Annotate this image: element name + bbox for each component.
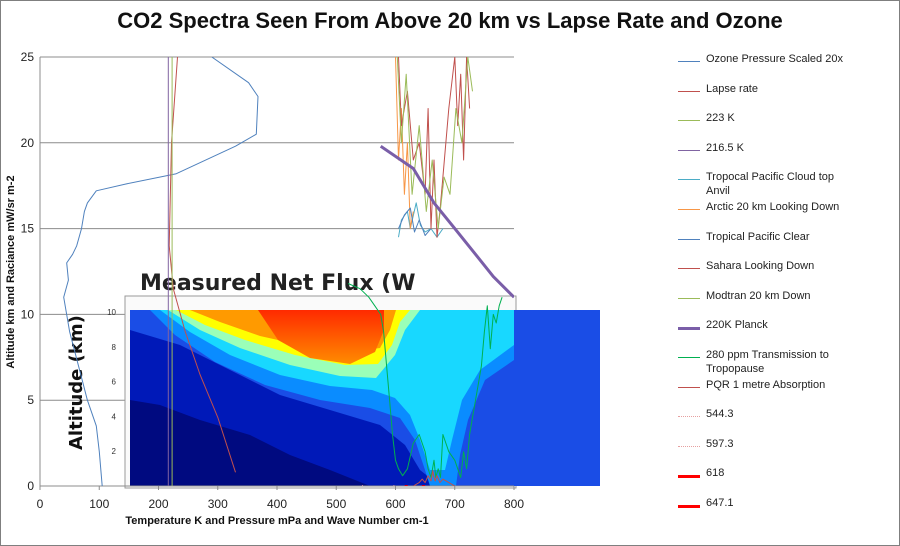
legend-swatch [678,445,700,447]
inset-y-tick-label: 2 [112,447,117,456]
inset-y-tick-label: 8 [112,343,117,352]
legend-item: 223 K [676,111,896,131]
legend-label: PQR 1 metre Absorption [706,378,826,391]
legend-item: Tropical Pacific Clear [676,230,896,250]
legend-label: 223 K [706,112,735,125]
legend-swatch [678,357,700,358]
legend-item: Modtran 20 km Down [676,289,896,309]
legend-swatch [678,416,700,418]
legend-label: 618 [706,467,725,480]
y-tick-label: 25 [21,50,35,64]
y-tick-label: 0 [27,479,34,493]
y-tick-label: 5 [27,393,34,407]
inset-y-tick-label: 6 [112,378,117,387]
legend-label: 544.3 [706,408,734,421]
legend-item: Lapse rate [676,82,896,102]
chart-title: CO2 Spectra Seen From Above 20 km vs Lap… [117,8,783,33]
x-tick-label: 0 [37,497,44,511]
legend-swatch [678,268,700,270]
legend-swatch [678,61,700,62]
legend-swatch [678,120,700,122]
legend-label: Tropical Pacific Clear [706,230,810,243]
legend-swatch [678,90,700,92]
series-line-ozone-pressure-scaled-20x [63,57,259,486]
legend-label: Modtran 20 km Down [706,289,811,302]
legend-item: PQR 1 metre Absorption [676,378,896,398]
legend-item: Arctic 20 km Looking Down [676,200,896,220]
legend-label: 216.5 K [706,141,744,154]
x-tick-label: 300 [208,497,228,511]
legend-item: 220K Planck [676,318,896,338]
x-tick-label: 500 [326,497,346,511]
legend-label: 597.3 [706,437,734,450]
legend-item: 647.1 [676,496,896,516]
series-line-modtran-20-km-down [396,57,473,230]
legend-label: Tropocal Pacific Cloud top Anvil [706,171,834,198]
x-tick-label: 200 [148,497,168,511]
y-tick-label: 10 [21,307,35,321]
x-tick-label: 700 [445,497,465,511]
legend-item: Tropocal Pacific Cloud top Anvil [676,170,896,197]
legend-item: 544.3 [676,407,896,427]
inset-ticks: 2 4 6 8 10 [107,308,116,456]
y-tick-label: 15 [21,222,35,236]
x-tick-label: 400 [267,497,287,511]
legend-item: 618 [676,466,896,486]
inset-net-flux-plot: Measured Net Flux (W Altitude (km) 2 4 6 8 1… [66,271,600,489]
legend-swatch [678,209,700,210]
x-tick-label: 800 [504,497,524,511]
legend-item: Sahara Looking Down [676,259,896,279]
legend-item: 597.3 [676,437,896,457]
legend-item: 280 ppm Transmission to Tropopause [676,348,896,375]
legend-label: Sahara Looking Down [706,260,815,273]
legend-swatch [678,179,700,181]
legend-label: 220K Planck [706,319,768,332]
legend-swatch [678,475,700,479]
series-layer [63,57,514,486]
legend-swatch [678,386,700,388]
y-tick-label: 20 [21,136,35,150]
legend-label: Lapse rate [706,82,758,95]
legend-item: Ozone Pressure Scaled 20x [676,52,896,72]
legend-label: 280 ppm Transmission to Tropopause [706,349,829,375]
legend-swatch [678,297,700,299]
y-axis-label: Altitude km and Raciance mW/sr m-2 [5,175,17,368]
x-axis-label: Temperature K and Pressure mPa and Wave … [125,515,428,527]
legend-swatch [678,327,700,331]
inset-y-tick-label: 4 [112,412,117,421]
inset-title: Measured Net Flux (W [140,271,416,296]
series-line-pqr-1-metre-absorption [413,470,456,486]
axes: 0 5 10 15 20 25 0 100 200 300 400 500 600 700 800 [21,50,525,511]
legend-swatch [678,149,700,151]
inset-contour-dark [130,400,370,486]
x-tick-label: 100 [89,497,109,511]
legend-swatch [678,505,700,508]
inset-ylabel: Altitude (km) [66,315,87,450]
inset-contour-red [258,310,384,364]
series-line-lapse-rate [168,57,236,473]
series-line-280-ppm-transmission-to-tropopause [347,283,503,478]
legend-swatch [678,238,700,240]
series-line-220k-planck [379,144,514,299]
series-line-sahara-looking-down [398,57,471,238]
series-line-tropical-pacific-clear [398,207,432,236]
x-tick-label: 600 [385,497,405,511]
legend-label: Arctic 20 km Looking Down [706,201,840,213]
legend-item: 216.5 K [676,141,896,161]
legend-label: 647.1 [706,497,734,509]
legend-label: Ozone Pressure Scaled 20x [706,53,843,65]
inset-y-tick-label: 10 [107,308,116,317]
